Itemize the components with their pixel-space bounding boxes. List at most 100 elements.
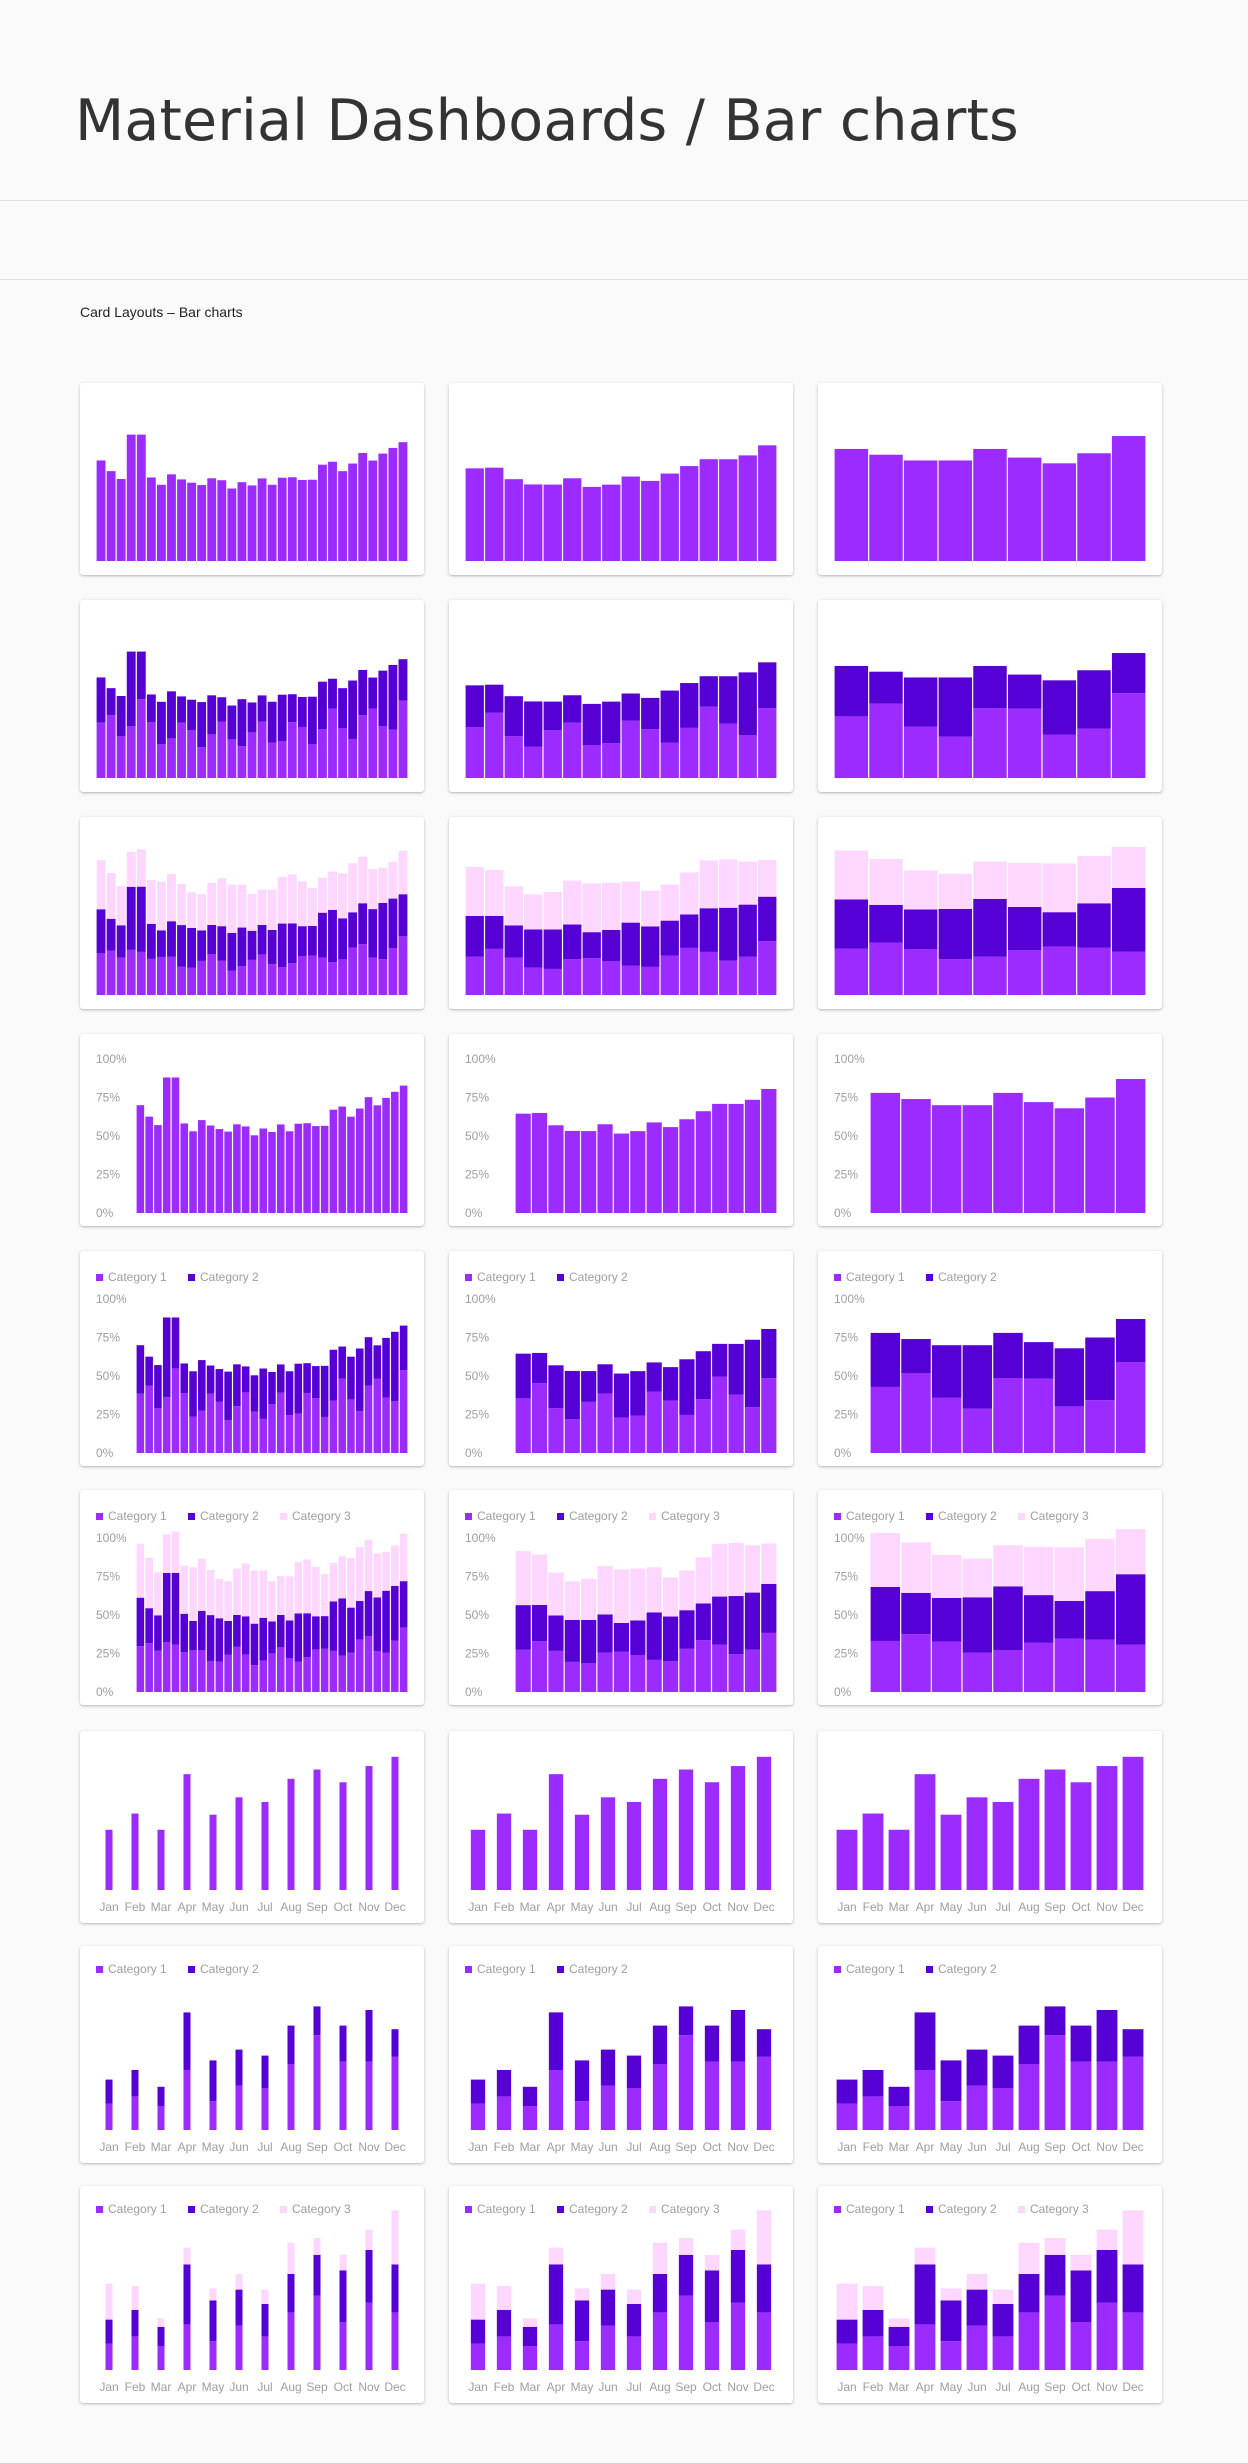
bar-segment [574,1814,590,1890]
bar-segment [704,1782,720,1890]
bar-segment [106,715,116,778]
bar-segment [870,1332,901,1387]
bar-segment [391,1091,399,1213]
legend-label: Category 2 [938,1962,997,1976]
bar-segment [105,2079,113,2104]
bar-segment [197,894,207,931]
x-tick-label: Apr [916,1900,935,1914]
legend-label: Category 2 [200,2202,259,2216]
bar-segment [167,873,176,922]
bar-segment [399,1533,408,1582]
bar-segment [652,2025,668,2064]
bar-segment [1096,2250,1118,2303]
bar-segment [259,1617,268,1661]
bar-segment [237,746,247,778]
bar-segment [276,1614,285,1648]
x-tick-label: Sep [675,2380,697,2394]
bar-segment [177,696,186,723]
bar-segment [973,861,1007,899]
bar-segment [621,720,640,778]
bar-segment [287,2025,295,2064]
bar-segment [600,2049,616,2086]
bar-segment [259,1418,268,1453]
bar-segment [187,482,197,561]
bar-segment [914,2324,936,2370]
bar-segment [146,722,156,778]
bar-segment [1054,1406,1085,1453]
bar-segment [888,2346,910,2370]
legend-label: Category 2 [938,1270,997,1284]
bar-segment [1042,946,1077,995]
bar-segment [312,1616,320,1650]
bar-segment [597,1566,613,1615]
bar-segment [328,678,337,709]
bar-segment [1096,2061,1118,2130]
bar-segment [465,468,484,561]
bar-segment [940,2060,962,2102]
bar-segment [136,849,146,887]
bar-segment [756,2210,772,2265]
bar-segment [287,963,297,995]
bar-segment [470,1829,486,1890]
legend-label: Category 2 [200,1962,259,1976]
bar-segment [869,904,903,943]
bar-segment [157,1829,165,1890]
y-tick-label: 75% [834,1091,858,1105]
bar-segment [146,477,156,561]
bar-segment [621,922,640,966]
bar-segment [699,459,718,561]
bar-segment [237,927,247,967]
x-tick-label: Sep [306,2140,328,2154]
bar-chart [834,436,1146,561]
bar-segment [600,2085,616,2130]
x-tick-label: Jun [598,1900,617,1914]
bar-segment [171,1572,180,1645]
bar-segment [197,702,207,748]
page-title: Material Dashboards / Bar charts [75,88,1019,154]
bar-segment [131,2286,139,2310]
bar-segment [1023,1546,1054,1596]
bar-segment [712,1343,728,1377]
bar-segment [931,1397,962,1453]
bar-segment [756,1756,772,1890]
bar-segment [548,1615,564,1651]
bar-segment [869,859,903,905]
bar-segment [1096,1766,1118,1890]
bar-segment [126,434,136,561]
x-tick-label: Nov [358,1900,379,1914]
bar-segment [180,1363,189,1394]
bar-chart: Category 1 Category 2 Category 3 100% 75% 50%… [834,1509,1146,1699]
bar-segment [398,894,408,937]
x-tick-label: Apr [547,2140,566,2154]
legend-label: Category 1 [846,1270,905,1284]
bar-segment [836,2283,858,2320]
bar-segment [993,1649,1023,1692]
x-tick-label: Mar [151,1900,172,1914]
bar-segment [227,705,237,740]
bar-segment [180,1565,189,1614]
bar-segment [368,460,378,561]
bar-segment [862,2286,884,2310]
bar-segment [145,1557,153,1609]
bar-segment [227,970,237,995]
bar-segment [297,696,307,727]
bar-segment [197,960,207,995]
bar-segment [206,1615,215,1661]
bar-segment [1044,2238,1066,2255]
bar-segment [548,1572,564,1616]
bar-segment [744,1649,761,1692]
bar-segment [167,691,176,739]
y-tick-label: 50% [834,1129,858,1143]
bar-segment [901,1373,931,1453]
bar-segment [329,1349,338,1401]
bar-segment [862,1813,884,1890]
bar-segment [276,1647,285,1692]
bar-segment [287,1778,295,1890]
bar-segment [126,886,136,950]
bar-segment [993,1545,1023,1587]
bar-segment [247,894,257,931]
bar-segment [261,2289,269,2304]
bar-segment [347,1399,355,1453]
x-tick-label: May [202,1900,225,1914]
x-tick-label: Apr [178,2140,197,2154]
